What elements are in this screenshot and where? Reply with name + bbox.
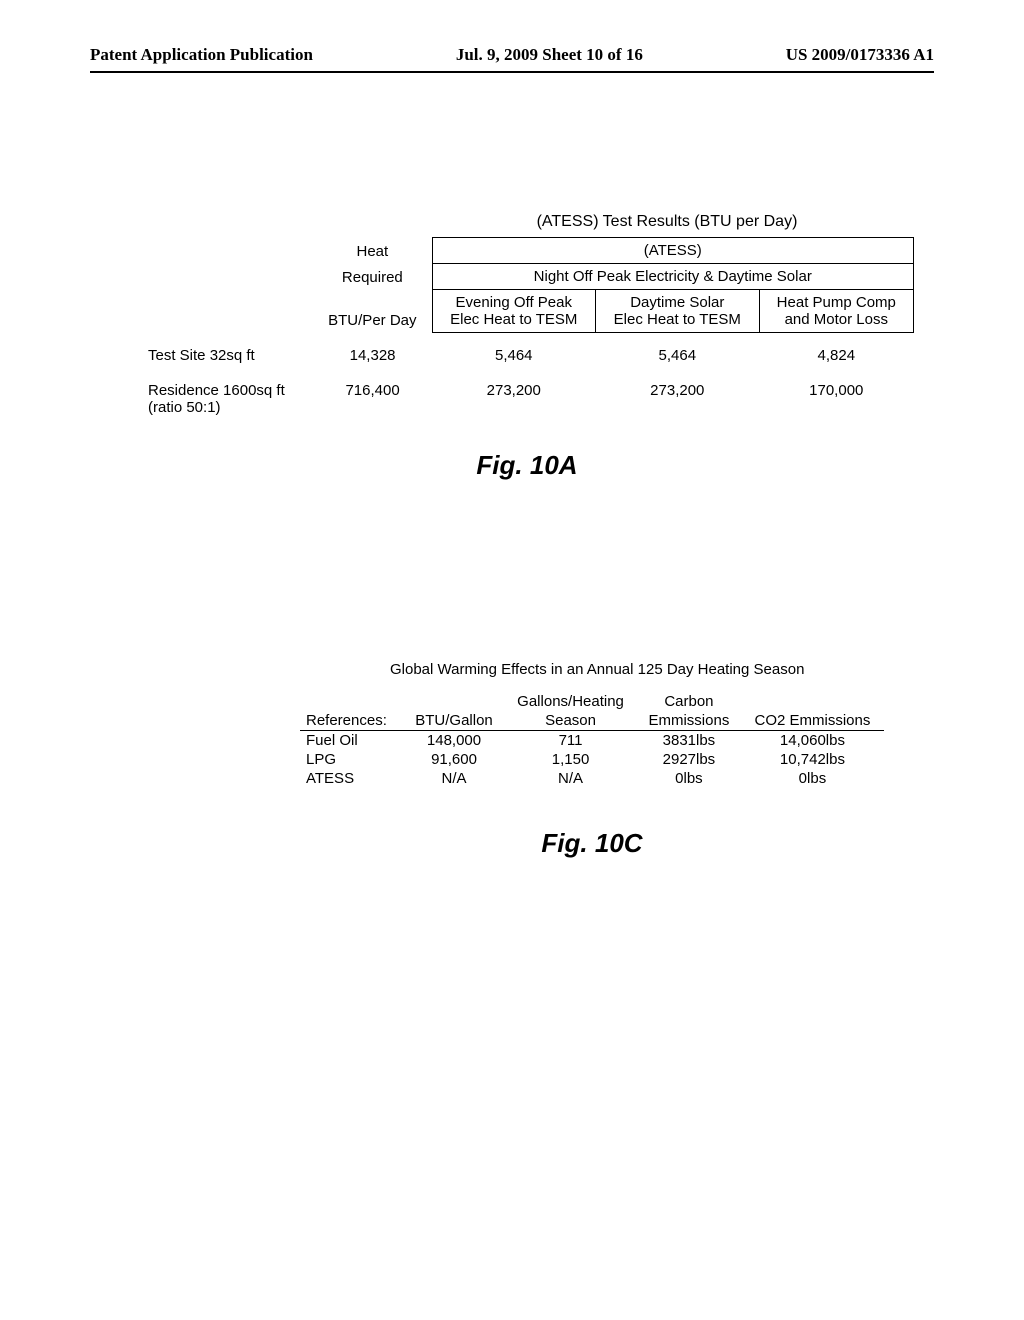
- r3-co2: 0lbs: [741, 769, 884, 788]
- r1-btu: 148,000: [404, 731, 504, 751]
- row1-daytime: 5,464: [596, 333, 760, 369]
- row2-hp: 170,000: [759, 368, 913, 420]
- col-carbon-2: Emmissions: [637, 711, 741, 731]
- page-header: Patent Application Publication Jul. 9, 2…: [90, 45, 934, 73]
- col-refs: References:: [300, 711, 404, 731]
- col-co2: CO2 Emmissions: [741, 711, 884, 731]
- r2-label: LPG: [300, 750, 404, 769]
- col-daytime: Daytime Solar Elec Heat to TESM: [596, 290, 760, 333]
- col-evening-2: Elec Heat to TESM: [450, 311, 577, 328]
- col-evening-1: Evening Off Peak: [456, 294, 572, 311]
- col-daytime-2: Elec Heat to TESM: [614, 311, 741, 328]
- row2-label-1: Residence 1600sq ft: [148, 382, 285, 399]
- r1-co2: 14,060lbs: [741, 731, 884, 751]
- row2-daytime: 273,200: [596, 368, 760, 420]
- fig10a-caption: Fig. 10A: [140, 450, 914, 481]
- header-center: Jul. 9, 2009 Sheet 10 of 16: [456, 45, 643, 65]
- row2-evening: 273,200: [432, 368, 596, 420]
- r2-carbon: 2927lbs: [637, 750, 741, 769]
- row1-heat: 14,328: [313, 333, 432, 369]
- col-daytime-1: Daytime Solar: [630, 294, 724, 311]
- figure-10c: Global Warming Effects in an Annual 125 …: [300, 661, 884, 859]
- col-hp-2: and Motor Loss: [785, 311, 888, 328]
- atess-sub: Night Off Peak Electricity & Daytime Sol…: [432, 264, 914, 290]
- r1-gal: 711: [504, 731, 637, 751]
- r1-label: Fuel Oil: [300, 731, 404, 751]
- r1-carbon: 3831lbs: [637, 731, 741, 751]
- row2-label-2: (ratio 50:1): [148, 399, 221, 416]
- r2-co2: 10,742lbs: [741, 750, 884, 769]
- r3-label: ATESS: [300, 769, 404, 788]
- row2-heat: 716,400: [313, 368, 432, 420]
- col-btu: BTU/Gallon: [404, 711, 504, 731]
- r3-btu: N/A: [404, 769, 504, 788]
- header-left: Patent Application Publication: [90, 45, 313, 65]
- fig10a-title: (ATESS) Test Results (BTU per Day): [420, 213, 914, 231]
- col-heat-3: BTU/Per Day: [313, 290, 432, 333]
- row2-label: Residence 1600sq ft (ratio 50:1): [140, 368, 313, 420]
- col-heat-2: Required: [313, 264, 432, 290]
- row1-label: Test Site 32sq ft: [140, 333, 313, 369]
- header-right: US 2009/0173336 A1: [786, 45, 934, 65]
- col-gal-1: Gallons/Heating: [504, 692, 637, 711]
- spacer: [90, 481, 934, 661]
- figure-10a: (ATESS) Test Results (BTU per Day) Heat …: [140, 213, 914, 481]
- atess-header: (ATESS): [432, 238, 914, 264]
- row1-hp: 4,824: [759, 333, 913, 369]
- col-hp-1: Heat Pump Comp: [777, 294, 896, 311]
- table-10c: Gallons/Heating Carbon References: BTU/G…: [300, 692, 884, 788]
- r3-carbon: 0lbs: [637, 769, 741, 788]
- patent-page: Patent Application Publication Jul. 9, 2…: [0, 0, 1024, 859]
- r2-btu: 91,600: [404, 750, 504, 769]
- row1-evening: 5,464: [432, 333, 596, 369]
- col-hp: Heat Pump Comp and Motor Loss: [759, 290, 913, 333]
- col-gal-2: Season: [504, 711, 637, 731]
- fig10c-caption: Fig. 10C: [300, 828, 884, 859]
- r2-gal: 1,150: [504, 750, 637, 769]
- fig10c-title: Global Warming Effects in an Annual 125 …: [390, 661, 884, 678]
- col-evening: Evening Off Peak Elec Heat to TESM: [432, 290, 596, 333]
- table-10a: Heat (ATESS) Required Night Off Peak Ele…: [140, 237, 914, 420]
- col-heat-1: Heat: [313, 238, 432, 264]
- r3-gal: N/A: [504, 769, 637, 788]
- col-carbon-1: Carbon: [637, 692, 741, 711]
